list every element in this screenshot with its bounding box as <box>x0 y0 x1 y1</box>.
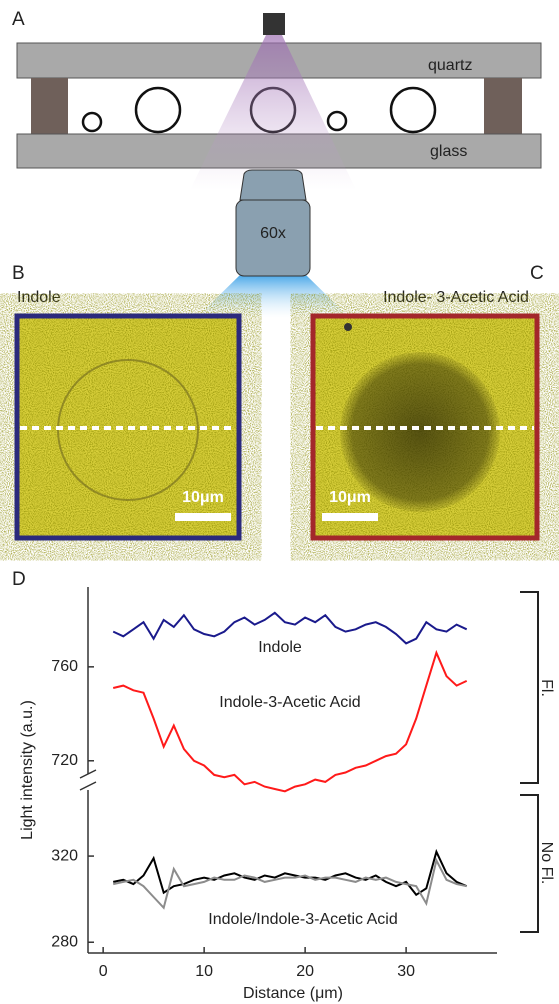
images: B C Indole Indole- 3-Acetic Acid 10μm 10… <box>12 263 544 541</box>
image-frame <box>310 313 540 541</box>
axis-break <box>79 769 97 791</box>
chart: D Fl. No Fl. Light intensity (a.u.) Dist… <box>12 569 555 1002</box>
x-tick-label: 0 <box>99 963 108 980</box>
x-tick-label: 10 <box>195 963 213 980</box>
panel-label: B <box>12 263 25 284</box>
data-line <box>112 611 468 645</box>
y-tick-label: 280 <box>51 933 78 950</box>
spacer <box>484 78 522 134</box>
y-tick-label: 720 <box>51 752 78 769</box>
scale-bar <box>175 513 231 521</box>
panel-label: D <box>12 569 26 590</box>
image-title: Indole <box>17 289 61 306</box>
spacer <box>31 78 68 134</box>
data-line <box>112 857 467 910</box>
series-label: Indole-3-Acetic Acid <box>219 694 360 711</box>
objective-glow <box>196 275 350 318</box>
plate-label: glass <box>430 143 467 160</box>
y-axis-label: Light intensity (a.u.) <box>19 700 36 840</box>
scale-label: 10μm <box>329 489 371 506</box>
panel-label: A <box>12 9 25 30</box>
annotation: Indole/Indole-3-Acetic Acid <box>208 911 397 928</box>
scale-bar <box>322 513 378 521</box>
diagram: A quartz glass 60x <box>12 9 542 318</box>
particle <box>344 323 352 331</box>
bracket-label: Fl. <box>538 679 555 697</box>
scale-label: 10μm <box>182 489 224 506</box>
bracket <box>520 794 539 933</box>
plate-label: quartz <box>428 57 472 74</box>
panel-label: C <box>530 263 544 284</box>
image-title: Indole- 3-Acetic Acid <box>383 289 529 306</box>
light-source <box>263 13 285 35</box>
image-frame <box>14 313 242 541</box>
objective-head <box>239 169 307 201</box>
vesicle <box>340 352 500 512</box>
light-cone <box>190 35 356 190</box>
objective-body <box>235 199 311 277</box>
data-line <box>112 848 468 897</box>
series-label: Indole <box>258 639 302 656</box>
data-line <box>112 649 468 793</box>
bracket-label: No Fl. <box>538 842 555 885</box>
bracket <box>520 591 539 784</box>
x-tick-label: 20 <box>296 963 314 980</box>
x-tick-label: 30 <box>397 963 415 980</box>
x-axis-label: Distance (μm) <box>243 985 343 1002</box>
droplets <box>81 86 437 134</box>
y-tick-label: 320 <box>51 847 78 864</box>
y-tick-label: 760 <box>51 658 78 675</box>
objective-label: 60x <box>260 225 286 242</box>
